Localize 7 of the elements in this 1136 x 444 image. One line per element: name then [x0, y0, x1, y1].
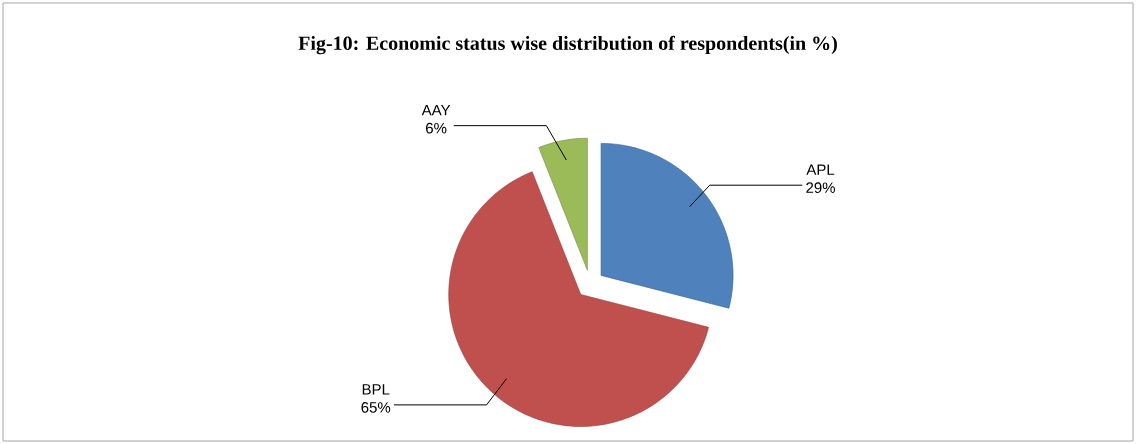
- slice-label: AAY: [421, 104, 451, 116]
- data-label: 6%: [426, 122, 447, 134]
- slice-label: BPL: [362, 384, 390, 395]
- data-label: 65%: [361, 402, 391, 413]
- data-label: 29%: [806, 182, 835, 193]
- slice-label: APL: [806, 164, 835, 175]
- chart-title: Fig-10: Economic status wise distribution of respondents(in %): [298, 35, 837, 55]
